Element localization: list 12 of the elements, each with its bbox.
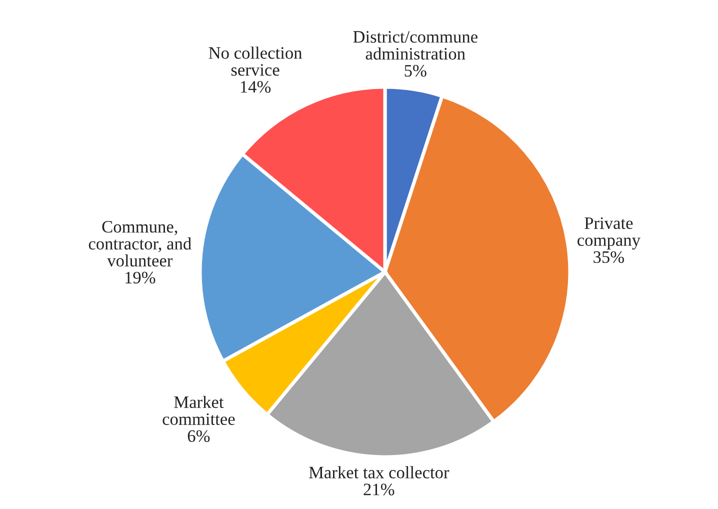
data-label: 35% xyxy=(594,251,624,263)
slice-label: Market tax collector xyxy=(309,466,450,478)
slice-label: Market committee xyxy=(162,396,235,425)
slice-label: Private company xyxy=(578,217,640,250)
data-label: 21% xyxy=(364,484,394,496)
data-label: 6% xyxy=(188,430,210,442)
data-label: 5% xyxy=(404,64,426,77)
slice-label: No collection service xyxy=(208,46,302,76)
data-label: 14% xyxy=(240,80,271,93)
slice-label: District/commune administration xyxy=(353,31,478,60)
data-label: 19% xyxy=(126,272,156,284)
slice-label: Commune, contractor, and volunteer xyxy=(88,220,192,267)
